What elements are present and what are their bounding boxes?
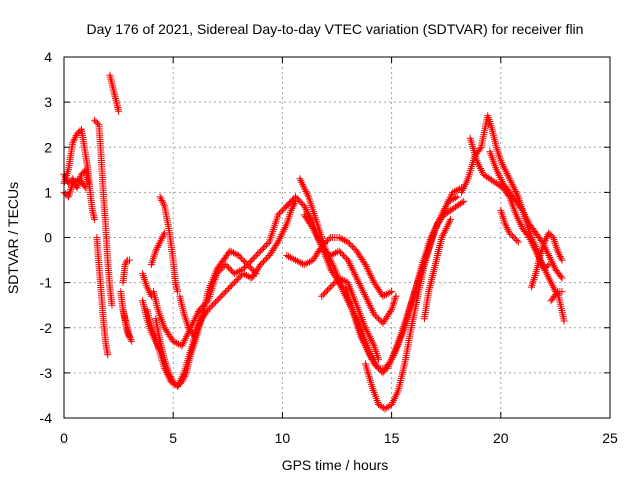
series-track-29 [497, 206, 522, 246]
data-series [60, 71, 568, 413]
series-track-14 [139, 297, 164, 354]
series-track-5 [93, 234, 112, 359]
data-point-markers [106, 71, 123, 115]
y-tick-labels: -4 -3 -2 -1 0 1 2 3 4 [40, 49, 53, 426]
series-track-15 [119, 306, 136, 345]
data-point-markers [150, 193, 299, 350]
data-point-markers [361, 197, 468, 413]
x-tick-label: 0 [60, 430, 68, 446]
y-tick-label: -3 [40, 365, 53, 381]
y-tick-label: -4 [40, 410, 53, 426]
series-track-21 [283, 234, 396, 300]
series-track-28 [486, 148, 566, 282]
chart-title: Day 176 of 2021, Sidereal Day-to-day VTE… [87, 21, 584, 37]
data-point-markers [91, 116, 116, 309]
series-track-16 [139, 270, 155, 300]
series-track-22 [318, 274, 382, 363]
series-track-9 [152, 197, 299, 390]
series-track-10 [150, 193, 299, 350]
data-point-markers [139, 270, 155, 300]
x-axis-label: GPS time / hours [282, 457, 389, 473]
y-tick-label: -1 [40, 275, 53, 291]
x-tick-label: 10 [275, 430, 291, 446]
grid-lines [64, 57, 610, 418]
data-point-markers [93, 234, 112, 359]
data-point-markers [497, 206, 522, 246]
data-point-markers [342, 283, 376, 363]
data-point-markers [283, 234, 396, 300]
y-tick-label: -2 [40, 320, 53, 336]
plot-frame [63, 56, 611, 419]
data-point-markers [147, 229, 168, 269]
x-tick-label: 25 [602, 430, 618, 446]
data-point-markers [139, 297, 164, 354]
data-point-markers [466, 134, 566, 296]
x-tick-label: 15 [384, 430, 400, 446]
data-point-markers [318, 274, 382, 363]
x-tick-label: 20 [493, 430, 509, 446]
y-tick-label: 0 [44, 230, 52, 246]
data-point-markers [527, 229, 566, 291]
series-track-23 [361, 197, 468, 413]
series-track-31 [547, 288, 568, 325]
series-track-24 [342, 283, 376, 363]
data-point-markers [176, 247, 260, 341]
series-track-6 [106, 71, 123, 115]
y-tick-label: 4 [44, 49, 52, 65]
data-point-markers [486, 148, 566, 282]
data-point-markers [119, 256, 133, 287]
y-axis-label: SDTVAR / TECUs [5, 182, 21, 294]
y-tick-label: 3 [44, 94, 52, 110]
data-point-markers [152, 197, 299, 390]
series-track-4 [91, 116, 116, 309]
series-track-27 [466, 134, 566, 296]
series-track-13 [176, 247, 260, 341]
series-track-25 [420, 215, 455, 323]
series-track-8 [119, 256, 133, 287]
data-point-markers [547, 288, 568, 325]
series-track-30 [527, 229, 566, 291]
data-point-markers [420, 215, 455, 323]
data-point-markers [156, 193, 182, 296]
x-tick-labels: 0 5 10 15 20 25 [60, 430, 618, 446]
y-tick-label: 1 [44, 184, 52, 200]
series-track-11 [156, 193, 182, 296]
series-track-17 [147, 229, 168, 269]
y-tick-label: 2 [44, 139, 52, 155]
x-tick-label: 5 [169, 430, 177, 446]
data-point-markers [119, 306, 136, 345]
